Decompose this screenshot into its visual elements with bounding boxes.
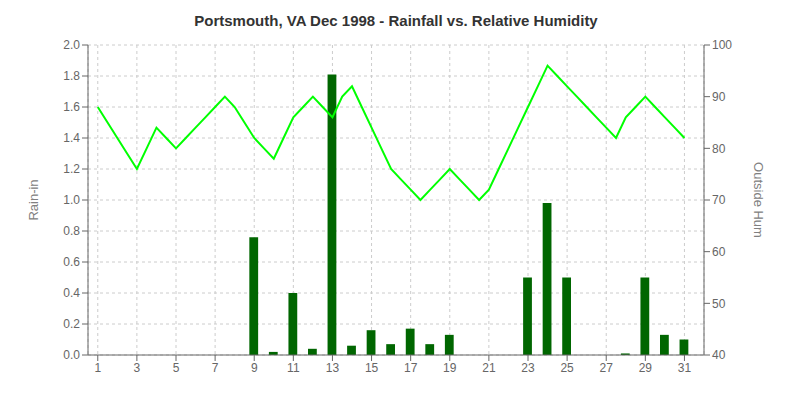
svg-text:1.4: 1.4 [63, 131, 80, 145]
svg-text:0.8: 0.8 [63, 224, 80, 238]
svg-text:17: 17 [404, 361, 418, 375]
svg-text:1.0: 1.0 [63, 193, 80, 207]
svg-text:5: 5 [173, 361, 180, 375]
svg-text:50: 50 [712, 297, 726, 311]
svg-text:Outside Hum: Outside Hum [751, 162, 766, 238]
svg-text:15: 15 [365, 361, 379, 375]
svg-text:1: 1 [94, 361, 101, 375]
svg-text:7: 7 [212, 361, 219, 375]
html-text:Portsmouth, VA Dec 1998 - Rain: Portsmouth, VA Dec 1998 - Rainfall vs. R… [194, 12, 598, 29]
svg-text:Rain-in: Rain-in [26, 179, 41, 220]
svg-text:90: 90 [712, 90, 726, 104]
svg-text:25: 25 [560, 361, 574, 375]
svg-text:60: 60 [712, 245, 726, 259]
svg-text:1.2: 1.2 [63, 162, 80, 176]
svg-text:0.2: 0.2 [63, 317, 80, 331]
svg-text:0.6: 0.6 [63, 255, 80, 269]
svg-text:1.6: 1.6 [63, 100, 80, 114]
svg-text:27: 27 [600, 361, 614, 375]
svg-text:0.4: 0.4 [63, 286, 80, 300]
svg-text:80: 80 [712, 142, 726, 156]
svg-text:1.8: 1.8 [63, 69, 80, 83]
svg-text:100: 100 [712, 38, 732, 52]
svg-text:2.0: 2.0 [63, 38, 80, 52]
svg-text:13: 13 [326, 361, 340, 375]
svg-text:19: 19 [443, 361, 457, 375]
svg-text:23: 23 [521, 361, 535, 375]
svg-text:21: 21 [482, 361, 496, 375]
svg-text:3: 3 [134, 361, 141, 375]
svg-text:0.0: 0.0 [63, 348, 80, 362]
svg-text:29: 29 [639, 361, 653, 375]
svg-text:70: 70 [712, 193, 726, 207]
svg-text:31: 31 [678, 361, 692, 375]
svg-text:40: 40 [712, 348, 726, 362]
svg-text:11: 11 [287, 361, 300, 375]
svg-text:9: 9 [251, 361, 258, 375]
